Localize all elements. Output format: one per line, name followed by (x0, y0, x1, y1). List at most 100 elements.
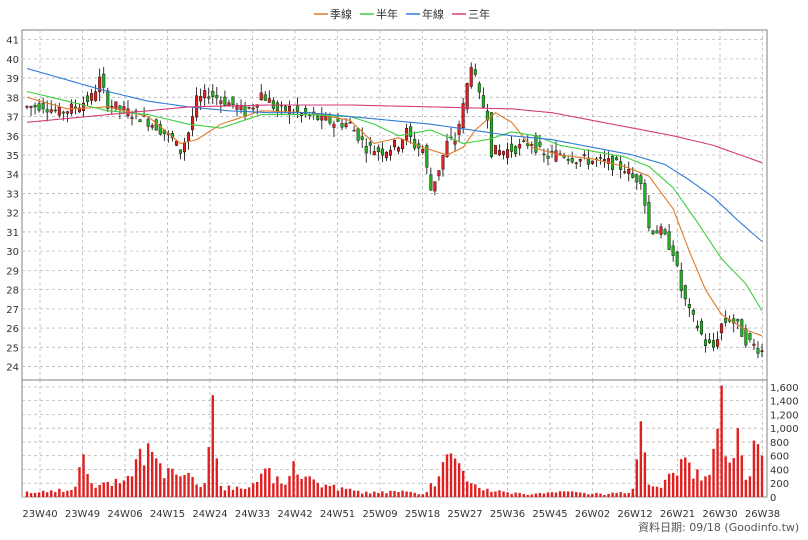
x-tick-label: 24W33 (235, 509, 270, 520)
volume-bar (627, 493, 630, 497)
candle-body (122, 106, 126, 110)
candle-body (130, 117, 134, 119)
price-tick-label: 33 (6, 189, 19, 200)
x-tick-label: 24W06 (107, 509, 142, 520)
candle-body (178, 149, 182, 154)
volume-bar (490, 491, 493, 497)
volume-bar (401, 490, 404, 497)
candle-body (437, 170, 441, 177)
candle-body (566, 159, 570, 161)
candle-body (687, 304, 691, 308)
volume-bar (292, 461, 295, 497)
candle-body (146, 118, 150, 127)
volume-bar (102, 482, 105, 497)
volume-bar (142, 465, 146, 497)
candle-body (86, 95, 90, 102)
candle-body (473, 69, 477, 75)
volume-bar (62, 492, 65, 497)
candle-body (219, 100, 223, 104)
volume-panel (21, 379, 768, 498)
volume-bar (118, 483, 122, 497)
volume-bar (272, 483, 275, 497)
volume-bars (25, 385, 764, 497)
volume-bar (54, 492, 57, 497)
volume-bar (356, 490, 360, 497)
volume-bar (506, 492, 509, 497)
candle-body (288, 106, 292, 115)
volume-bar (591, 493, 594, 497)
volume-bar (352, 490, 356, 497)
candle-body (29, 106, 33, 108)
volume-tick-label: 1,200 (770, 410, 799, 421)
candle-body (760, 350, 764, 353)
candle-body (736, 318, 740, 322)
candle-body (643, 183, 647, 206)
volume-tick-label: 200 (770, 479, 789, 490)
volume-bar (183, 475, 186, 497)
price-tick-label: 25 (6, 343, 19, 354)
volume-bar (223, 490, 227, 497)
candle-body (639, 175, 643, 185)
volume-bar (494, 491, 497, 497)
volume-bar (114, 478, 118, 497)
candle-body (174, 140, 178, 146)
price-panel (21, 29, 768, 381)
candles (25, 62, 764, 359)
legend: 季線 半年 年線 三年 (314, 7, 490, 21)
candle-body (388, 149, 392, 156)
volume-bar (748, 476, 752, 497)
volume-bar (425, 492, 429, 497)
volume-bar (389, 490, 392, 497)
volume-bar (482, 490, 485, 497)
volume-bar (550, 492, 554, 497)
volume-bar (514, 492, 517, 497)
price-tick-label: 26 (6, 324, 19, 335)
candle-body (98, 76, 102, 93)
ma-line-年線 (26, 67, 763, 242)
x-tick-label: 24W42 (277, 509, 312, 520)
volume-bar (696, 469, 699, 497)
volume-bar (296, 474, 299, 497)
volume-bar (98, 484, 101, 497)
volume-bar (268, 468, 271, 497)
candle-body (752, 343, 756, 346)
candle-body (82, 102, 86, 111)
candle-body (283, 105, 287, 111)
candle-body (703, 339, 707, 347)
volume-bar (159, 463, 162, 497)
volume-tick-label: 600 (770, 452, 789, 463)
volume-bar (433, 486, 437, 497)
x-tick-label: 26W30 (702, 509, 737, 520)
candle-body (356, 128, 360, 141)
candle-body (182, 142, 186, 153)
volume-bar (546, 492, 550, 497)
volume-bar (675, 475, 679, 497)
candle-body (756, 348, 760, 354)
volume-bar (247, 487, 251, 497)
x-tick-label: 26W21 (660, 509, 695, 520)
volume-bar (134, 459, 138, 497)
volume-bar (429, 483, 433, 497)
volume-tick-label: 1,400 (770, 397, 799, 408)
candle-body (607, 158, 611, 164)
volume-bar (474, 484, 477, 497)
volume-bar (377, 492, 380, 497)
volume-bar (534, 493, 538, 497)
candle-body (695, 325, 699, 329)
candle-body (138, 119, 142, 123)
volume-bar (615, 492, 618, 497)
volume-bar (207, 447, 210, 497)
candle-body (493, 145, 497, 155)
candle-body (304, 108, 308, 115)
candle-body (77, 107, 81, 113)
volume-bar (421, 494, 424, 497)
volume-bar (732, 458, 735, 497)
volume-bar (465, 481, 469, 497)
candle-body (110, 106, 114, 108)
volume-bar (409, 491, 412, 497)
candle-body (582, 154, 586, 156)
volume-tick-label: 0 (770, 493, 776, 504)
volume-bar (328, 486, 332, 497)
candle-body (263, 94, 267, 101)
volume-bar (312, 479, 315, 497)
